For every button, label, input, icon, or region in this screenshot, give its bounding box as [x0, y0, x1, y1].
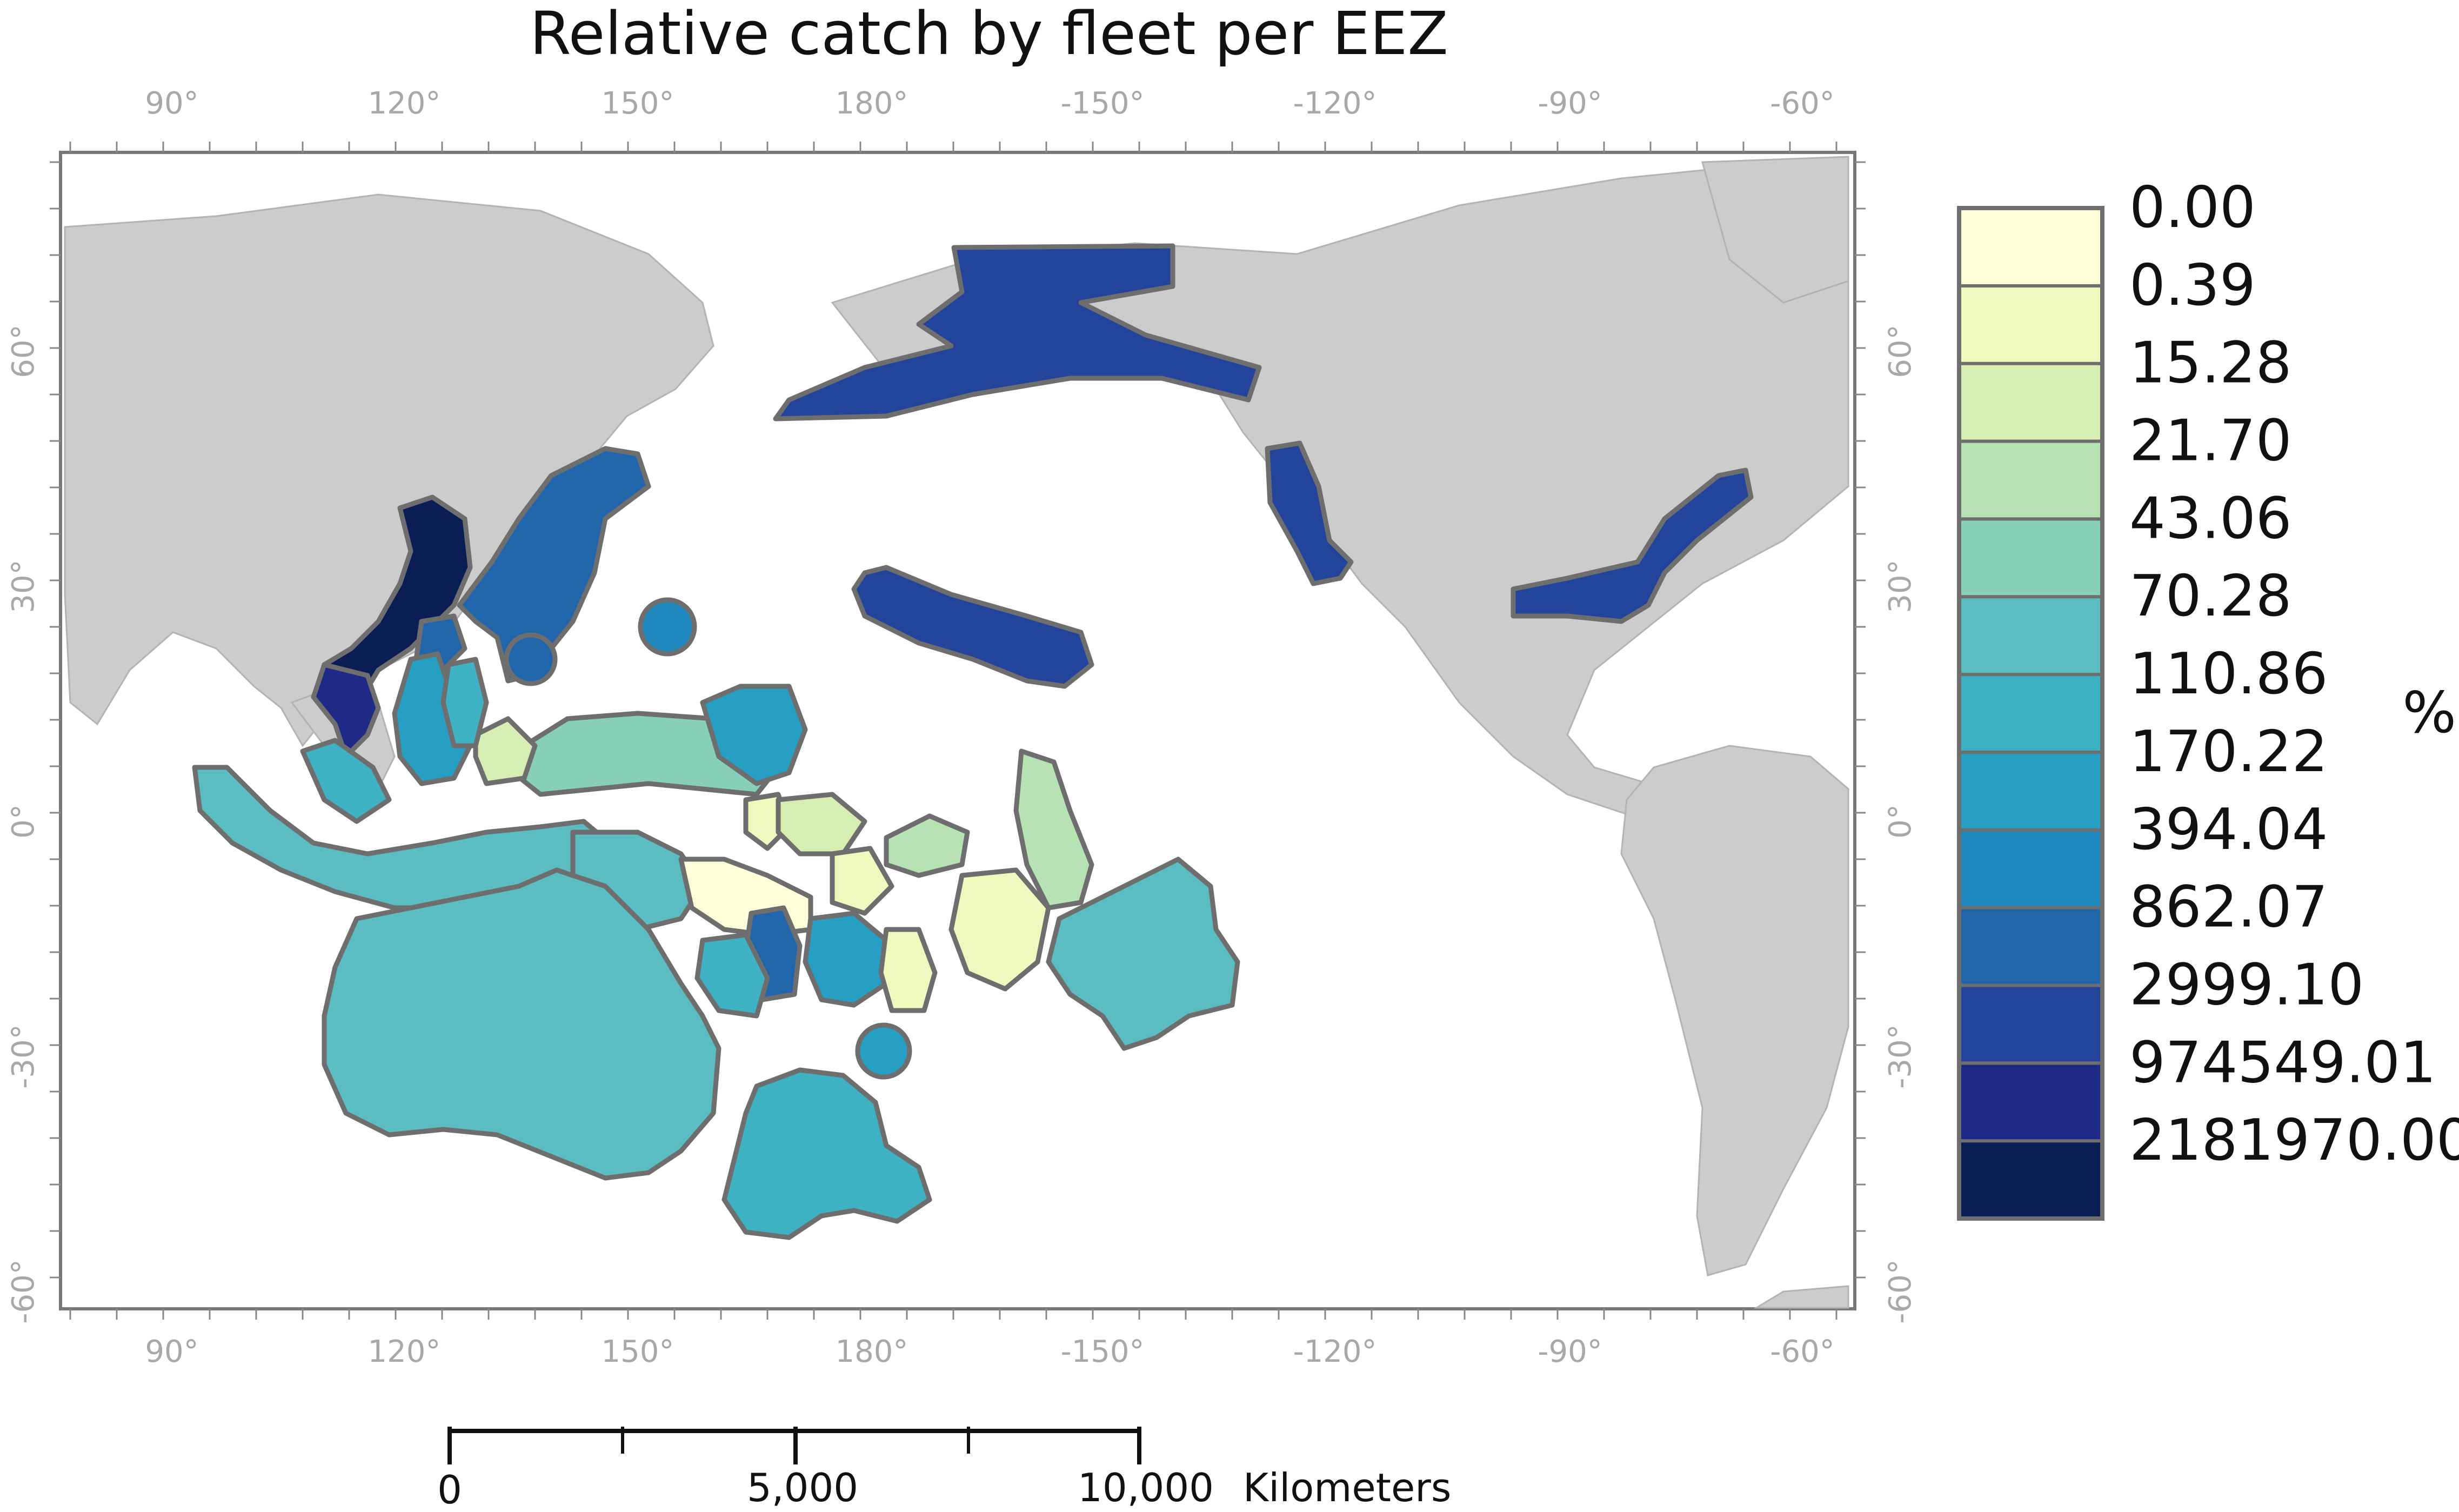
legend-class-label: 15.28 — [2129, 330, 2292, 396]
eez-tonga — [878, 927, 938, 1013]
frame-ticks — [50, 142, 1866, 1320]
lat-label-left: -60° — [6, 1259, 41, 1323]
legend-class-label: 394.04 — [2129, 797, 2328, 862]
eez-new-caledonia — [694, 932, 770, 1019]
eez-us-east — [1511, 467, 1754, 624]
lat-label-left: -30° — [6, 1024, 41, 1088]
eez-philippines — [392, 651, 473, 786]
eez-cook — [948, 867, 1051, 992]
eez-layer — [192, 243, 1754, 1240]
legend-swatch — [1957, 284, 2104, 365]
legend-class-label: 70.28 — [2129, 563, 2292, 629]
lon-label-top: -60° — [1770, 86, 1834, 121]
legend-swatch — [1957, 1061, 2104, 1143]
map-title: Relative catch by fleet per EEZ — [530, 0, 1448, 68]
lon-label-top: 90° — [145, 86, 198, 121]
legend-swatch — [1957, 906, 2104, 987]
legend-swatch — [1957, 984, 2104, 1065]
lon-label-top: 120° — [368, 86, 441, 121]
eez-marshall — [700, 684, 808, 786]
scale-label-10000: 10,000 — [1078, 1465, 1214, 1510]
legend-unit: % — [2402, 680, 2456, 746]
eez-minamitorishima — [638, 597, 697, 657]
lon-label-top: -120° — [1293, 86, 1376, 121]
lat-label-right: -60° — [1883, 1259, 1918, 1323]
eez-fiji — [803, 911, 889, 1008]
legend-class-label: 0.39 — [2129, 252, 2256, 318]
legend-swatch — [1957, 517, 2104, 599]
lon-label-bottom: 180° — [836, 1334, 908, 1369]
lat-label-left: 60° — [6, 324, 41, 378]
lon-label-bottom: -150° — [1060, 1334, 1144, 1369]
legend-swatch — [1957, 673, 2104, 754]
lon-label-bottom: 120° — [368, 1334, 441, 1369]
legend-class-label: 170.22 — [2129, 719, 2328, 785]
legend-class-label: 974549.01 — [2129, 1029, 2436, 1095]
legend-swatch — [1957, 362, 2104, 443]
eez-australia — [322, 867, 721, 1181]
legend-class-label: 0.00 — [2129, 175, 2256, 240]
lon-label-bottom: -120° — [1293, 1334, 1376, 1369]
legend-swatch — [1957, 595, 2104, 677]
legend-class-label: 862.07 — [2129, 874, 2328, 940]
legend-swatch — [1957, 206, 2104, 287]
lat-label-right: 60° — [1883, 324, 1918, 378]
eez-alaska — [773, 243, 1262, 422]
eez-marianas — [473, 716, 538, 786]
scale-label-0: 0 — [437, 1467, 462, 1512]
lon-label-top: -150° — [1060, 86, 1144, 121]
lon-label-top: 180° — [836, 86, 908, 121]
lon-label-top: 150° — [602, 86, 674, 121]
eez-guam — [440, 657, 489, 748]
lon-label-bottom: -60° — [1770, 1334, 1834, 1369]
lon-label-top: -90° — [1538, 86, 1602, 121]
scale-label-5000: 5,000 — [747, 1465, 858, 1510]
lat-label-right: 0° — [1883, 804, 1918, 839]
eez-us-west — [1265, 440, 1354, 586]
lat-label-left: 0° — [6, 804, 41, 839]
eez-tokelau — [830, 846, 894, 916]
eez-malaysia — [300, 738, 392, 824]
legend-swatch — [1957, 1139, 2104, 1220]
eez-kermadec — [855, 1022, 912, 1080]
legend-class-label: 2181970.00 — [2129, 1107, 2459, 1173]
eez-hawaii — [851, 565, 1094, 689]
eez-south-china-sea — [311, 662, 381, 759]
legend: % 0.00 0.39 15.28 21.70 43.06 70.28 110.86 170.… — [1957, 175, 2459, 1221]
south-america-landmass — [1620, 745, 1849, 1276]
eez-french-polynesia — [1046, 857, 1240, 1051]
legend-class-label: 43.06 — [2129, 485, 2292, 551]
antarctic-landmass — [1753, 1285, 1849, 1309]
scale-unit-label: Kilometers — [1243, 1465, 1451, 1510]
greenland-landmass — [1701, 156, 1849, 304]
scale-bar: 0 5,000 10,000 Kilometers — [437, 1427, 1451, 1512]
legend-frame — [1957, 206, 2104, 1221]
legend-class-label: 110.86 — [2129, 641, 2328, 707]
lat-label-right: 30° — [1883, 559, 1918, 613]
legend-class-label: 21.70 — [2129, 408, 2292, 474]
lon-label-bottom: 150° — [602, 1334, 674, 1369]
lat-label-right: -30° — [1883, 1024, 1918, 1088]
eez-new-zealand — [721, 1067, 932, 1240]
eez-kiribati-line — [1013, 748, 1094, 911]
eez-ogasawara — [504, 632, 558, 686]
legend-class-label: 2999.10 — [2129, 952, 2364, 1018]
lon-label-bottom: 90° — [145, 1334, 198, 1369]
lon-label-bottom: -90° — [1538, 1334, 1602, 1369]
legend-swatch — [1957, 828, 2104, 909]
lat-label-left: 30° — [6, 559, 41, 613]
graticule-labels: 90° 90° 120° 120° 150° 150° 180° 180° -150° -150°… — [6, 86, 1918, 1369]
legend-swatch — [1957, 439, 2104, 521]
legend-swatch — [1957, 750, 2104, 832]
eez-kiribati-phoenix — [884, 813, 970, 878]
